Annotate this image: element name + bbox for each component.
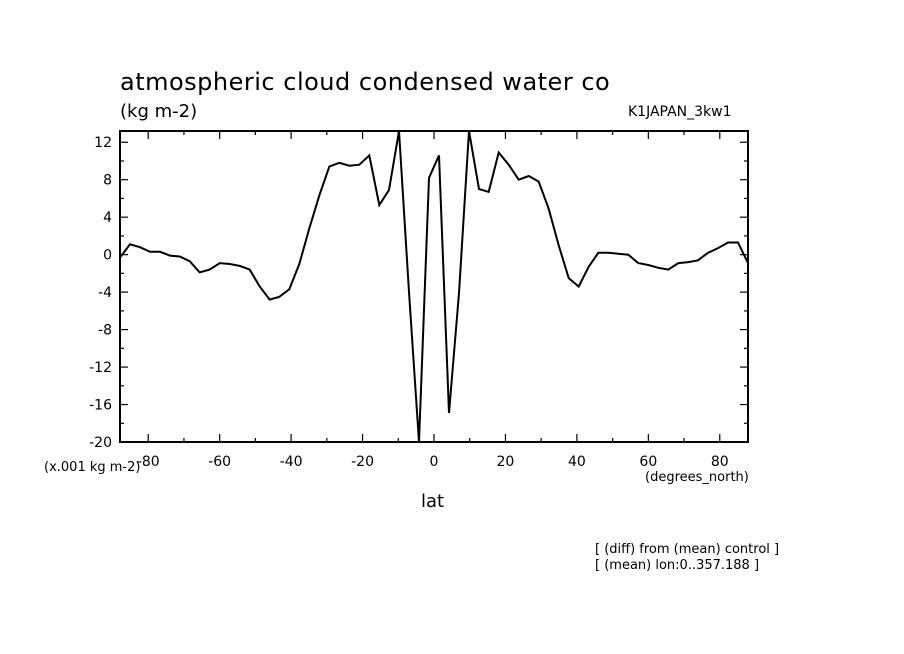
y-tick-label: 4 [103, 210, 112, 226]
x-tick-label: -40 [280, 454, 303, 470]
axis-ticks [120, 131, 748, 443]
y-tick-label: -12 [89, 360, 112, 376]
y-tick-label: 12 [94, 135, 112, 151]
x-tick-label: 80 [711, 454, 729, 470]
x-tick-label: 0 [430, 454, 439, 470]
x-tick-label: -80 [137, 454, 160, 470]
x-tick-label: 20 [497, 454, 515, 470]
x-tick-label: -20 [351, 454, 374, 470]
x-axis-label: lat [421, 491, 445, 512]
footnote-mean: [ (mean) lon:0..357.188 ] [595, 558, 760, 573]
y-tick-label: -8 [98, 323, 112, 339]
units-label: (kg m-2) [120, 101, 198, 122]
y-tick-label: 0 [103, 248, 112, 264]
x-tick-label: -60 [208, 454, 231, 470]
y-tick-label: -20 [89, 435, 112, 451]
plot-frame [119, 130, 749, 443]
x-units-label: (degrees_north) [645, 470, 749, 485]
run-label: K1JAPAN_3kw1 [628, 104, 732, 120]
y-tick-label: -16 [89, 398, 112, 414]
y-tick-label: -4 [98, 285, 112, 301]
y-tick-label: 8 [103, 173, 112, 189]
series-line [119, 130, 749, 443]
chart-title: atmospheric cloud condensed water co [120, 68, 611, 96]
footnote-diff: [ (diff) from (mean) control ] [595, 542, 780, 557]
scale-note: (x.001 kg m-2) [44, 460, 141, 475]
x-tick-label: 40 [568, 454, 586, 470]
x-tick-label: 60 [639, 454, 657, 470]
